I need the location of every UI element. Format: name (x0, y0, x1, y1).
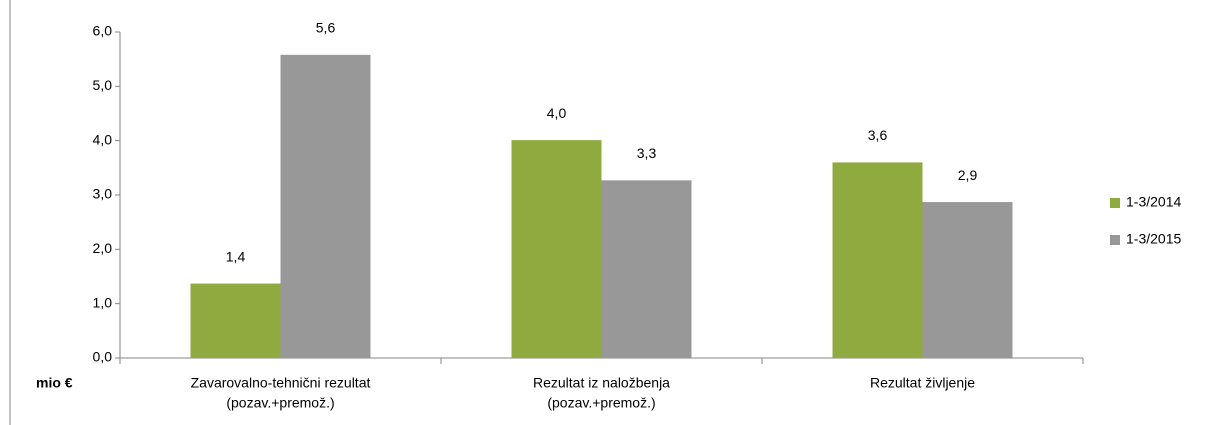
value-label: 4,0 (547, 105, 567, 121)
x-tick-label: Rezultat življenje (870, 375, 975, 391)
legend-label: 1-3/2014 (1126, 194, 1181, 210)
legend-swatch (1110, 235, 1120, 245)
bar (190, 283, 281, 358)
y-tick-label: 1,0 (93, 294, 113, 310)
bar (511, 140, 602, 358)
y-tick-label: 2,0 (93, 240, 113, 256)
y-tick-label: 3,0 (93, 186, 113, 202)
x-tick-label: (pozav.+premož.) (547, 395, 655, 411)
value-label: 5,6 (316, 20, 336, 36)
value-label: 3,3 (637, 145, 657, 161)
legend-label: 1-3/2015 (1126, 231, 1181, 247)
x-tick-label: Rezultat iz naložbenja (533, 375, 670, 391)
y-axis-label: mio € (36, 375, 73, 391)
bar (280, 54, 371, 358)
bar (601, 180, 692, 358)
x-tick-label: (pozav.+premož.) (226, 395, 334, 411)
value-label: 1,4 (226, 248, 246, 264)
x-tick-label: Zavarovalno-tehnični rezultat (191, 375, 371, 391)
y-tick-label: 4,0 (93, 131, 113, 147)
legend-swatch (1110, 198, 1120, 208)
bar (922, 202, 1013, 358)
value-label: 3,6 (868, 127, 888, 143)
y-tick-label: 6,0 (93, 23, 113, 39)
y-tick-label: 5,0 (93, 77, 113, 93)
y-tick-label: 0,0 (93, 349, 113, 365)
value-label: 2,9 (958, 167, 978, 183)
bar (832, 162, 923, 358)
